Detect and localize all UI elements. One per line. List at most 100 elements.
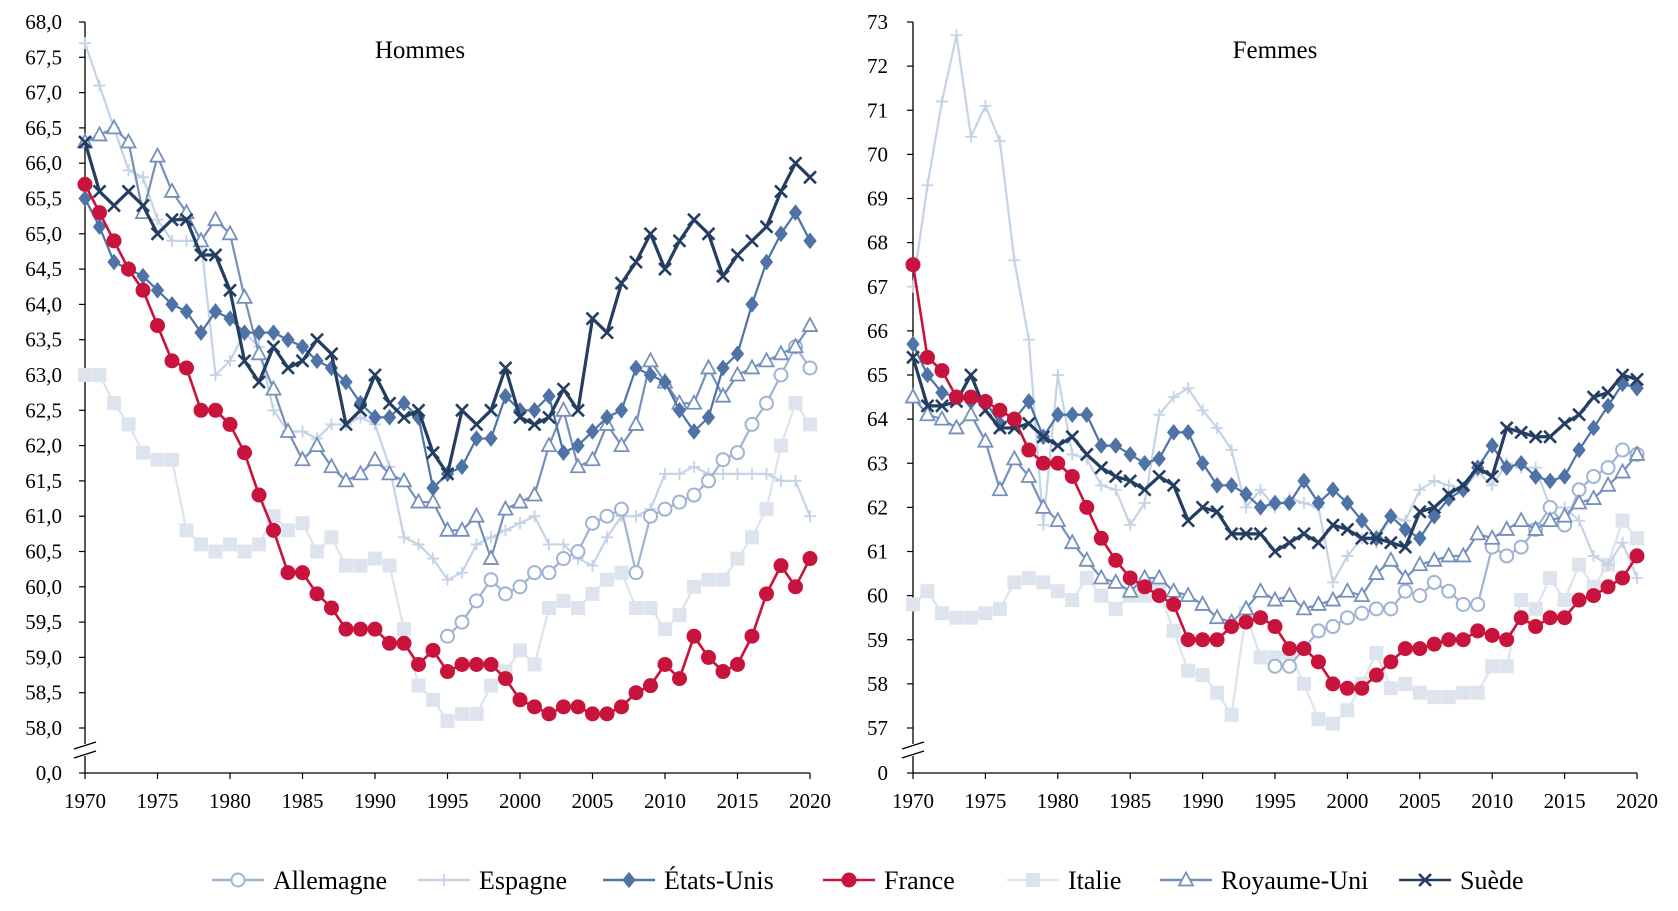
data-point-espagne <box>224 354 236 367</box>
data-point-etats-unis <box>165 296 179 313</box>
data-point-italie <box>252 537 266 552</box>
data-point-italie <box>295 516 310 531</box>
data-point-suede <box>1050 438 1065 453</box>
data-point-etats-unis <box>498 387 513 405</box>
data-point-france <box>1310 654 1326 670</box>
data-point-royaume-uni <box>1454 546 1472 563</box>
data-point-france <box>1426 636 1442 652</box>
data-point-royaume-uni <box>1237 599 1255 616</box>
x-tick-label: 2010 <box>644 789 686 813</box>
data-point-etats-unis <box>1500 459 1514 476</box>
data-point-etats-unis <box>455 458 469 476</box>
data-point-italie <box>1456 685 1471 700</box>
data-point-france <box>440 664 455 680</box>
data-point-royaume-uni <box>424 492 442 509</box>
data-point-royaume-uni <box>163 182 181 198</box>
data-point-suede <box>339 417 353 432</box>
data-point-etats-unis <box>614 401 629 419</box>
data-point-suede <box>1499 421 1514 435</box>
data-point-espagne <box>630 510 642 523</box>
data-point-suede <box>78 135 92 149</box>
y-tick-label: 58,5 <box>25 681 62 705</box>
data-point-italie <box>1007 575 1022 590</box>
data-point-italie <box>513 643 527 658</box>
y-tick-label: 73 <box>867 10 888 34</box>
data-point-allemagne <box>643 508 658 524</box>
data-point-suede <box>223 283 237 298</box>
data-point-italie <box>643 600 658 615</box>
data-point-etats-unis <box>759 253 774 271</box>
legend-marker <box>438 874 450 886</box>
data-point-royaume-uni <box>511 492 529 509</box>
data-point-espagne <box>485 531 497 544</box>
data-point-suede <box>194 248 208 262</box>
data-point-espagne <box>441 573 454 586</box>
data-point-italie <box>1296 676 1311 691</box>
data-point-suede <box>920 398 935 413</box>
data-point-france <box>353 621 368 637</box>
data-point-royaume-uni <box>1527 520 1545 536</box>
legend-label: Espagne <box>479 866 567 895</box>
data-point-suede <box>397 410 411 425</box>
y-tick-label: 66 <box>867 319 888 343</box>
x-tick-label: 1980 <box>209 789 251 813</box>
data-point-suede <box>1224 526 1239 541</box>
data-point-royaume-uni <box>714 386 732 403</box>
data-point-france <box>1615 570 1631 586</box>
data-point-italie <box>1253 650 1268 665</box>
data-point-etats-unis <box>1051 406 1065 424</box>
data-point-espagne <box>1037 519 1050 532</box>
data-point-etats-unis <box>310 352 324 370</box>
y-tick-label: 60,0 <box>25 575 62 599</box>
data-point-royaume-uni <box>904 387 922 404</box>
data-point-etats-unis <box>281 331 295 349</box>
x-tick-label: 2005 <box>572 789 614 813</box>
data-point-italie <box>774 438 788 453</box>
y-tick-label: 66,0 <box>25 151 62 175</box>
data-point-espagne <box>731 467 744 480</box>
y-tick-label: 60,5 <box>25 540 62 564</box>
data-point-france <box>657 656 673 672</box>
data-point-royaume-uni <box>1280 586 1298 603</box>
data-point-france <box>1397 641 1413 657</box>
data-point-etats-unis <box>672 401 687 419</box>
data-point-royaume-uni <box>743 358 761 375</box>
data-point-royaume-uni <box>1208 608 1226 625</box>
data-point-allemagne <box>440 628 455 644</box>
data-point-allemagne <box>686 487 702 503</box>
data-point-suede <box>906 350 920 365</box>
data-point-italie <box>150 452 165 467</box>
data-point-suede <box>1311 535 1326 550</box>
y-tick-label: 61 <box>867 540 888 564</box>
data-point-france <box>556 699 571 715</box>
data-point-france <box>396 635 412 651</box>
data-point-france <box>1166 596 1182 612</box>
data-point-etats-unis <box>1268 494 1282 512</box>
data-point-italie <box>1108 601 1123 616</box>
data-point-italie <box>194 537 208 552</box>
data-point-royaume-uni <box>1266 590 1284 607</box>
data-point-italie <box>600 572 614 587</box>
data-point-royaume-uni <box>308 436 326 453</box>
data-point-france <box>1499 632 1515 648</box>
data-point-etats-unis <box>1297 472 1311 490</box>
data-point-allemagne <box>585 515 600 531</box>
data-point-etats-unis <box>1239 485 1253 503</box>
data-point-france <box>338 621 354 637</box>
data-point-etats-unis <box>1340 494 1355 512</box>
y-tick-label: 62,5 <box>25 398 62 422</box>
data-point-royaume-uni <box>1541 511 1559 528</box>
data-point-france <box>1325 676 1341 692</box>
data-point-france <box>1354 680 1370 696</box>
data-point-suede <box>165 212 179 227</box>
legend-label: Allemagne <box>273 866 387 895</box>
data-point-royaume-uni <box>1367 564 1385 580</box>
data-point-italie <box>745 530 759 545</box>
data-point-etats-unis <box>1543 472 1557 490</box>
x-tick-label: 2015 <box>717 789 759 813</box>
data-point-france <box>701 649 716 665</box>
data-point-italie <box>1340 703 1355 718</box>
data-point-etats-unis <box>629 359 643 377</box>
data-point-royaume-uni <box>699 358 718 375</box>
data-point-allemagne <box>715 452 731 468</box>
